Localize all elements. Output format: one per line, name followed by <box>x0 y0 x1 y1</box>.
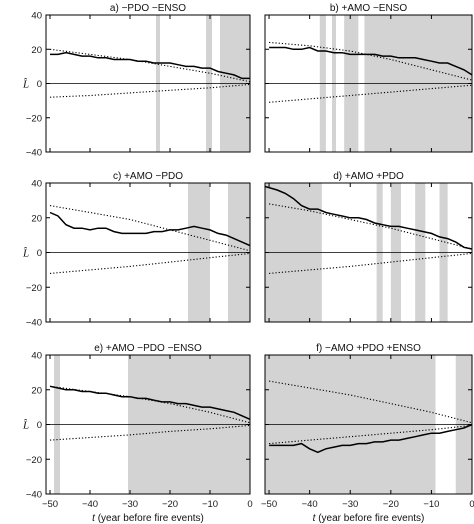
series-dotted-envelope-1 <box>49 205 250 252</box>
y-axis-label: L̂ <box>22 78 29 91</box>
x-tick-label: −40 <box>82 499 98 510</box>
x-tick-label: −20 <box>162 499 178 510</box>
plot-area <box>265 183 472 322</box>
x-tick-label: 0 <box>247 499 252 510</box>
panel-6: −50 −40 −30 −20 −10 0 f) −AMO +PDO +ENSO t (yea… <box>261 343 474 524</box>
plot-area <box>46 15 250 152</box>
panel-title: e) +AMO −PDO −ENSO <box>94 343 202 354</box>
series-dotted-envelope-1 <box>269 203 472 250</box>
y-tick-label: 0 <box>37 248 42 259</box>
x-tick-label: −40 <box>302 499 318 510</box>
y-tick-label: 20 <box>31 213 42 224</box>
plot-area <box>265 355 472 494</box>
x-tick-label: −30 <box>122 499 138 510</box>
panel-title: f) −AMO +PDO +ENSO <box>316 343 421 354</box>
panel-1: −40 −20 0 20 40 a) −PDO −ENSO L̂ <box>22 3 251 159</box>
panel-3: −40 −20 0 20 40 c) +AMO −PDO L̂ <box>22 171 251 329</box>
x-axis-label: t (year before fire events) <box>313 513 425 524</box>
panel-title: d) +AMO +PDO <box>333 171 404 182</box>
series-solid-line <box>49 211 250 247</box>
y-tick-label: 20 <box>31 45 42 56</box>
y-tick-label: −40 <box>26 490 42 501</box>
x-tick-label: −10 <box>202 499 218 510</box>
x-tick-label: 0 <box>469 499 474 510</box>
x-tick-label: −20 <box>383 499 399 510</box>
series-dotted-envelope-2 <box>269 424 472 445</box>
x-tick-label: −30 <box>342 499 358 510</box>
y-tick-label: −20 <box>26 113 42 124</box>
series-dotted-envelope-1 <box>269 380 472 424</box>
y-axis-label: L̂ <box>22 247 29 260</box>
series-dotted-envelope-2 <box>269 84 472 103</box>
plot-area <box>46 183 250 322</box>
panel-title: c) +AMO −PDO <box>113 171 183 182</box>
panel-2: b) +AMO −ENSO <box>264 3 473 153</box>
series-dotted-envelope-2 <box>49 252 250 274</box>
y-tick-label: 40 <box>31 179 42 190</box>
x-tick-label: −50 <box>261 499 277 510</box>
y-axis-label: L̂ <box>22 419 29 432</box>
y-tick-label: 0 <box>37 420 42 431</box>
x-axis-label: t (year before fire events) <box>92 513 204 524</box>
series-solid-line <box>269 46 472 76</box>
series-solid-line <box>269 423 472 454</box>
y-tick-label: −20 <box>26 455 42 466</box>
y-tick-label: −20 <box>26 283 42 294</box>
series-dotted-envelope-2 <box>269 252 472 274</box>
panel-title: b) +AMO −ENSO <box>330 3 407 14</box>
y-tick-label: 40 <box>31 11 42 22</box>
plot-area <box>46 355 250 494</box>
series-solid-line <box>265 185 472 250</box>
y-tick-label: −40 <box>26 318 42 329</box>
series-dotted-envelope-2 <box>49 424 250 441</box>
series-solid-line <box>50 51 250 80</box>
y-tick-label: 0 <box>37 79 42 90</box>
y-tick-label: −40 <box>26 148 42 159</box>
y-tick-label: 40 <box>31 351 42 362</box>
panel-4: d) +AMO +PDO <box>264 171 473 323</box>
y-tick-label: 20 <box>31 385 42 396</box>
x-tick-label: −10 <box>423 499 439 510</box>
series-solid-line <box>49 385 250 420</box>
panel-title: a) −PDO −ENSO <box>110 3 186 14</box>
series-dotted-envelope-2 <box>49 83 250 98</box>
plot-area <box>265 15 472 152</box>
x-tick-label: −50 <box>42 499 58 510</box>
